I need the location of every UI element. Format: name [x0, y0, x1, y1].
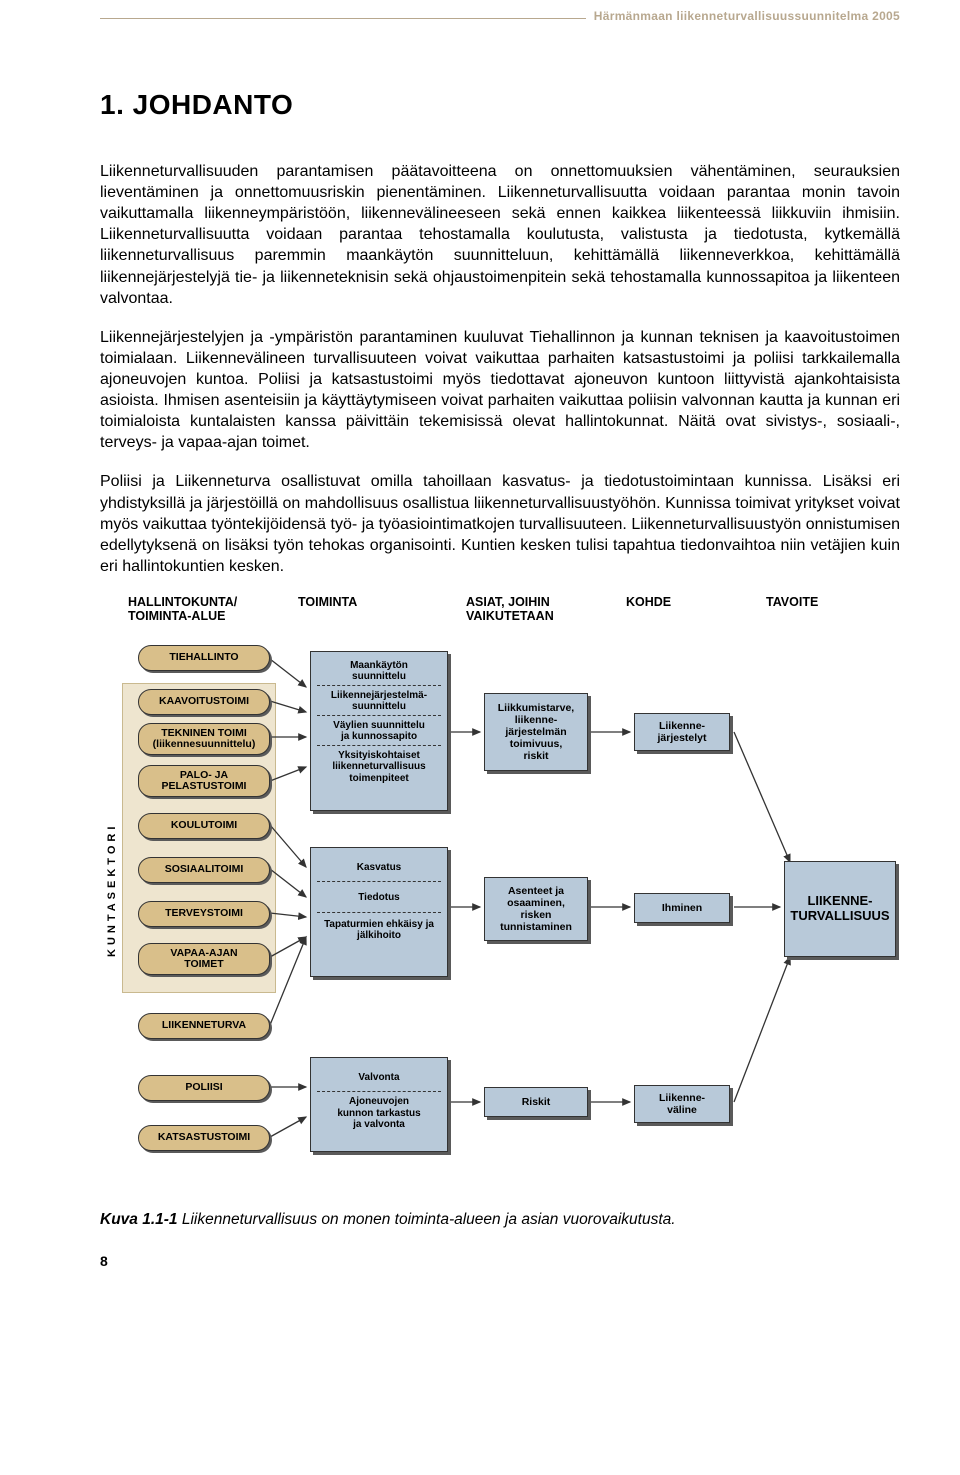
- activity-liikennejarj: Liikennejärjestelmä- suunnittelu: [317, 688, 441, 716]
- pill-sosiaali: SOSIAALITOIMI: [138, 857, 270, 883]
- diagram-body: KUNTASEKTORI: [100, 637, 900, 1197]
- diagram: HALLINTOKUNTA/ TOIMINTA-ALUE TOIMINTA AS…: [100, 595, 900, 1197]
- activity-tapaturmien: Tapaturmien ehkäisy ja jälkihoito: [317, 915, 441, 946]
- activity-ajoneuvojen: Ajoneuvojen kunnon tarkastus ja valvonta: [317, 1094, 441, 1133]
- activity-maankayton: Maankäytön suunnittelu: [317, 658, 441, 686]
- col-header-5: TAVOITE: [766, 595, 886, 623]
- activity-tiedotus: Tiedotus: [317, 884, 441, 913]
- activity-group-control: Valvonta Ajoneuvojen kunnon tarkastus ja…: [310, 1057, 448, 1152]
- pill-terveys: TERVEYSTOIMI: [138, 901, 270, 927]
- figure-caption-label: Kuva 1.1-1: [100, 1211, 178, 1228]
- target-jarjestelyt: Liikenne- järjestelyt: [634, 713, 730, 751]
- target-ihminen: Ihminen: [634, 893, 730, 923]
- pill-koulu: KOULUTOIMI: [138, 813, 270, 839]
- col-header-4: KOHDE: [626, 595, 766, 623]
- header-rule: Härmänmaan liikenneturvallisuussuunnitel…: [100, 18, 900, 19]
- chapter-title: 1. JOHDANTO: [100, 89, 900, 121]
- pill-kaavoitus: KAAVOITUSTOIMI: [138, 689, 270, 715]
- paragraph-1: Liikenneturvallisuuden parantamisen päät…: [100, 161, 900, 309]
- goal-liikenneturvallisuus: LIIKENNE- TURVALLISUUS: [784, 861, 896, 957]
- diagram-column-headers: HALLINTOKUNTA/ TOIMINTA-ALUE TOIMINTA AS…: [100, 595, 900, 623]
- activity-group-planning: Maankäytön suunnittelu Liikennejärjestel…: [310, 651, 448, 811]
- pill-tiehallinto: TIEHALLINTO: [138, 645, 270, 671]
- activity-vaylien: Väylien suunnittelu ja kunnossapito: [317, 718, 441, 746]
- col-header-2: TOIMINTA: [298, 595, 466, 623]
- pill-tekninen: TEKNINEN TOIMI (liikennesuunnittelu): [138, 723, 270, 755]
- activity-kasvatus: Kasvatus: [317, 854, 441, 883]
- figure-caption-text: Liikenneturvallisuus on monen toiminta-a…: [178, 1211, 676, 1228]
- pill-vapaa: VAPAA-AJAN TOIMET: [138, 943, 270, 975]
- activity-valvonta: Valvonta: [317, 1064, 441, 1093]
- running-header: Härmänmaan liikenneturvallisuussuunnitel…: [586, 9, 900, 23]
- paragraph-2: Liikennejärjestelyjen ja -ympäristön par…: [100, 327, 900, 454]
- target-valine: Liikenne- väline: [634, 1085, 730, 1123]
- pill-poliisi: POLIISI: [138, 1075, 270, 1101]
- col-header-1: HALLINTOKUNTA/ TOIMINTA-ALUE: [128, 595, 298, 623]
- col-header-3: ASIAT, JOIHIN VAIKUTETAAN: [466, 595, 626, 623]
- figure-caption: Kuva 1.1-1 Liikenneturvallisuus on monen…: [100, 1211, 900, 1229]
- sector-label: KUNTASEKTORI: [106, 823, 118, 957]
- activity-group-education: Kasvatus Tiedotus Tapaturmien ehkäisy ja…: [310, 847, 448, 977]
- body-text: Liikenneturvallisuuden parantamisen päät…: [100, 161, 900, 577]
- activity-yksityis: Yksityiskohtaiset liikenneturvallisuus t…: [317, 748, 441, 787]
- pill-liiketurva: LIIKENNETURVA: [138, 1013, 270, 1039]
- influence-liikkumistarve: Liikkumistarve, liikenne- järjestelmän t…: [484, 693, 588, 771]
- influence-asenteet: Asenteet ja osaaminen, risken tunnistami…: [484, 877, 588, 941]
- pill-palo: PALO- JA PELASTUSTOIMI: [138, 765, 270, 797]
- pill-katsastus: KATSASTUSTOIMI: [138, 1125, 270, 1151]
- page-number: 8: [100, 1253, 900, 1269]
- paragraph-3: Poliisi ja Liikenneturva osallistuvat om…: [100, 471, 900, 577]
- influence-riskit: Riskit: [484, 1087, 588, 1117]
